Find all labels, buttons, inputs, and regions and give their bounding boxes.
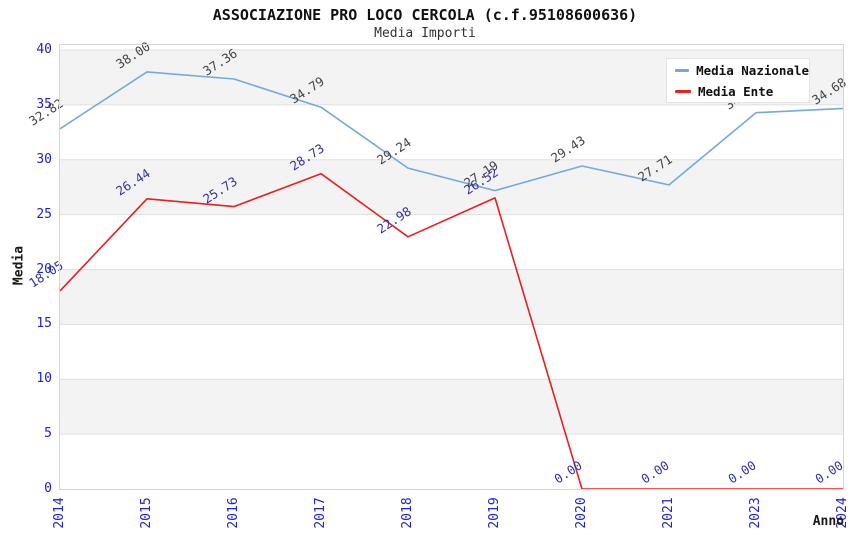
x-tick-label: 2017	[313, 497, 328, 529]
y-tick-label: 15	[36, 316, 52, 332]
y-tick-label: 30	[36, 151, 52, 167]
chart-subtitle: Media Importi	[374, 26, 476, 41]
legend-label: Media Nazionale	[696, 62, 809, 78]
x-tick-label: 2020	[574, 497, 589, 529]
legend-label: Media Ente	[698, 83, 774, 99]
x-tick-label: 2019	[487, 497, 502, 529]
plot-area	[60, 45, 843, 489]
series-line-media-ente	[60, 172, 843, 489]
y-tick-label: 0	[44, 481, 52, 496]
x-tick-label: 2016	[226, 497, 241, 529]
y-tick-label: 25	[36, 206, 52, 222]
legend-item: Media Ente	[675, 84, 809, 99]
chart-title: ASSOCIAZIONE PRO LOCO CERCOLA (c.f.95108…	[212, 6, 638, 24]
x-tick-label: 2021	[661, 497, 676, 529]
x-tick-label: 2014	[52, 497, 67, 529]
legend-swatch-media-ente	[675, 89, 691, 93]
y-tick-label: 10	[36, 371, 52, 387]
x-tick-label: 2018	[400, 497, 415, 529]
grid-band	[60, 379, 843, 435]
x-tick-label: 2023	[748, 497, 763, 529]
series-line-media-nazionale	[60, 71, 843, 192]
x-axis-title: Anno	[812, 514, 844, 529]
grid-band	[60, 159, 843, 215]
legend-swatch-media-nazionale	[675, 68, 690, 72]
legend: Media Nazionale Media Ente	[666, 58, 810, 103]
legend-item: Media Nazionale	[675, 63, 809, 78]
y-tick-label: 40	[36, 42, 52, 57]
y-tick-label: 35	[36, 96, 52, 112]
y-tick-label: 20	[36, 261, 52, 277]
y-tick-label: 5	[44, 426, 52, 442]
grid-band	[60, 269, 843, 325]
plot-canvas	[60, 45, 843, 489]
x-tick-label: 2015	[139, 497, 154, 529]
